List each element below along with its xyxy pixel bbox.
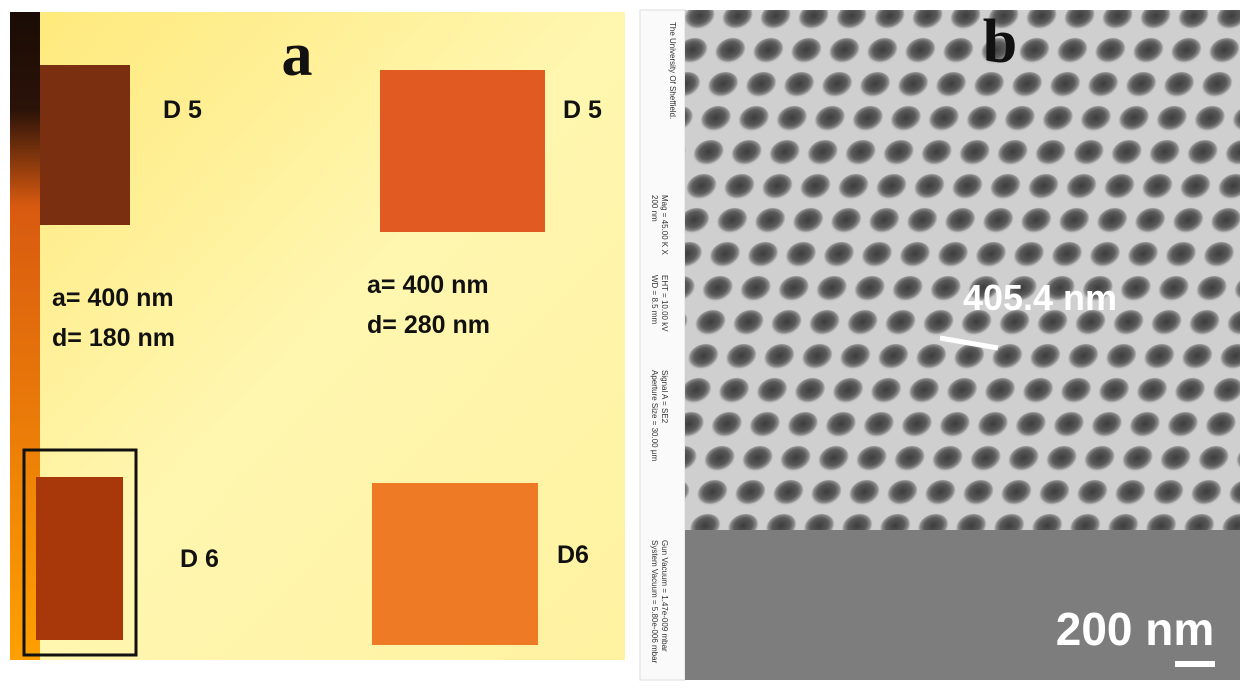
panel-b: 405.4 nm 200 nm b The University Of Shef…	[639, 8, 1240, 681]
measurement-label: 405.4 nm	[963, 277, 1117, 318]
sample-label: D6	[557, 541, 589, 569]
scale-bar-label: 200 nm	[1056, 603, 1215, 655]
sem-info-text: The University Of Sheffield.	[668, 22, 677, 119]
panel-label: b	[983, 8, 1017, 76]
panel-a: a D 5 D 5 a= 400 nm d= 180 nm a= 400 nm …	[10, 12, 625, 660]
sample-square	[372, 483, 538, 645]
sem-info-text: 200 nm	[650, 195, 659, 222]
sem-substrate	[685, 530, 1240, 680]
sem-info-text: WD = 8.5 mm	[650, 275, 659, 324]
sem-info-text: Signal A = SE2	[660, 370, 669, 424]
sample-square	[380, 70, 545, 232]
measure-line	[939, 335, 999, 351]
sample-square	[36, 477, 123, 640]
sample-label: D 5	[163, 96, 202, 124]
sem-info-text: System Vacuum = 5.80e-006 mbar	[650, 540, 659, 664]
sample-label: D 6	[180, 545, 219, 573]
panel-label: a	[282, 21, 313, 89]
parameter-label: a= 400 nm	[367, 271, 489, 299]
sample-label: D 5	[563, 96, 602, 124]
sem-info-text: Aperture Size = 30.00 µm	[650, 370, 659, 461]
parameter-label: d= 180 nm	[52, 324, 175, 352]
parameter-label: d= 280 nm	[367, 311, 490, 339]
sem-pattern	[685, 10, 1240, 540]
sample-square	[40, 65, 130, 225]
parameter-label: a= 400 nm	[52, 284, 174, 312]
sem-info-text: Mag = 45.00 K X	[660, 195, 669, 255]
highlight-box	[22, 448, 138, 657]
sem-info-text: Gun Vacuum = 1.47e-009 mbar	[660, 540, 669, 652]
info-strip	[639, 9, 686, 681]
sem-info: The University Of Sheffield. Mag = 45.00 …	[650, 22, 677, 664]
sem-info-text: EHT = 10.00 kV	[660, 275, 669, 332]
